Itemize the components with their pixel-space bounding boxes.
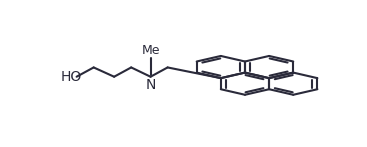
Text: HO: HO: [61, 70, 82, 84]
Text: N: N: [145, 78, 156, 92]
Text: Me: Me: [141, 44, 160, 57]
